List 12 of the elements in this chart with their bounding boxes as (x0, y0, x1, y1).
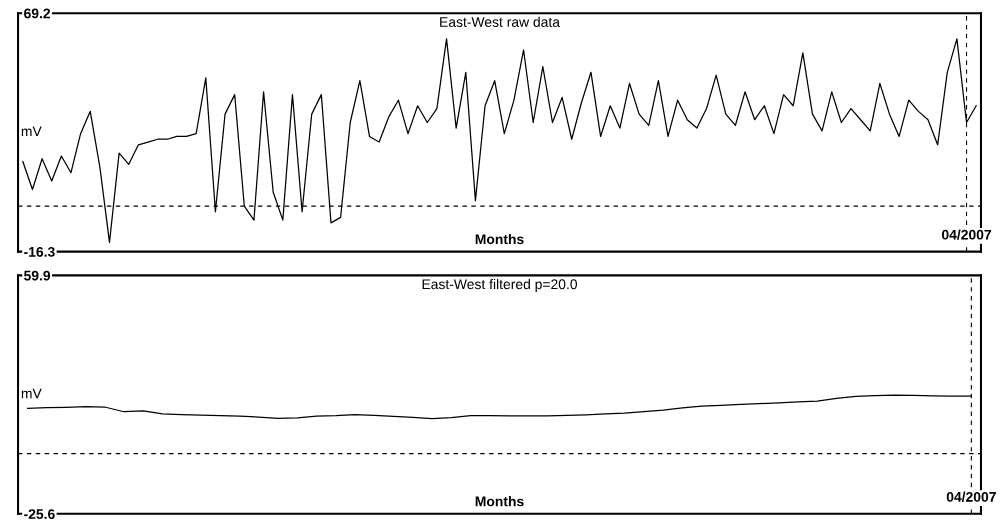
x-axis-title: Months (475, 233, 524, 245)
y-tick-label: 69.2 (24, 8, 51, 19)
x-tick-label: 04/2007 (941, 229, 992, 240)
chart-title: East-West raw data (440, 16, 560, 27)
y-axis-title: mV (21, 388, 42, 399)
y-axis-title: mV (21, 126, 42, 136)
x-axis-title: Months (475, 496, 524, 507)
y-tick-label: -16.3 (24, 246, 55, 257)
y-tick-label: 59.9 (24, 270, 51, 281)
x-tick-label: 04/2007 (946, 491, 996, 502)
chart-title: East-West filtered p=20.0 (422, 278, 577, 292)
y-tick-label: -25.6 (24, 509, 55, 519)
